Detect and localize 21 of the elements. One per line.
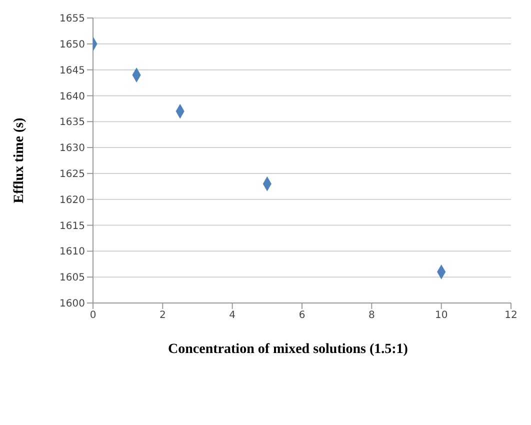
x-tick-label: 6 xyxy=(298,310,306,322)
x-tick-label: 12 xyxy=(504,310,518,322)
y-tick-label: 1610 xyxy=(60,246,85,258)
x-tick-label: 8 xyxy=(368,310,375,322)
y-tick-label: 1625 xyxy=(60,169,85,180)
y-tick-label: 1640 xyxy=(60,91,85,102)
x-tick-label: 2 xyxy=(159,310,166,322)
y-tick-label: 1620 xyxy=(60,194,85,206)
x-tick-label: 10 xyxy=(434,310,448,322)
y-tick-label: 1650 xyxy=(60,39,85,50)
y-tick-label: 1645 xyxy=(60,65,85,76)
x-tick-label: 4 xyxy=(229,310,236,322)
x-tick-label: 0 xyxy=(90,310,96,322)
x-axis-title: Concentration of mixed solutions (1.5:1) xyxy=(167,342,409,358)
y-tick-label: 1630 xyxy=(60,143,85,154)
y-tick-label: 1600 xyxy=(60,298,85,310)
y-tick-label: 1615 xyxy=(60,220,85,232)
y-tick-label: 1655 xyxy=(60,14,85,25)
y-axis-title: Efflux time (s) xyxy=(12,117,27,204)
y-tick-label: 1635 xyxy=(60,117,85,128)
y-tick-label: 1605 xyxy=(60,272,85,284)
